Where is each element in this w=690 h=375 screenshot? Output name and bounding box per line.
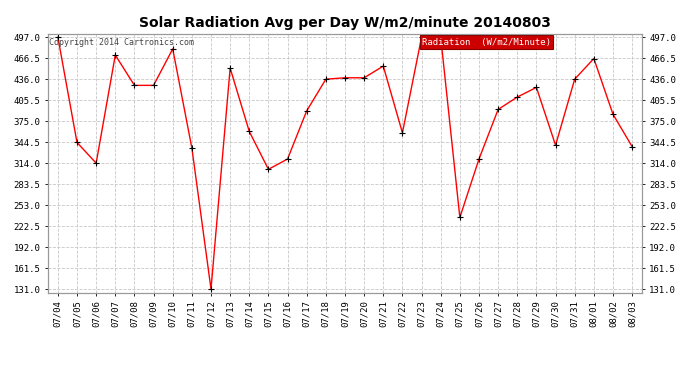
Text: Radiation  (W/m2/Minute): Radiation (W/m2/Minute) xyxy=(422,38,551,46)
Title: Solar Radiation Avg per Day W/m2/minute 20140803: Solar Radiation Avg per Day W/m2/minute … xyxy=(139,16,551,30)
Text: Copyright 2014 Cartronics.com: Copyright 2014 Cartronics.com xyxy=(50,38,195,46)
